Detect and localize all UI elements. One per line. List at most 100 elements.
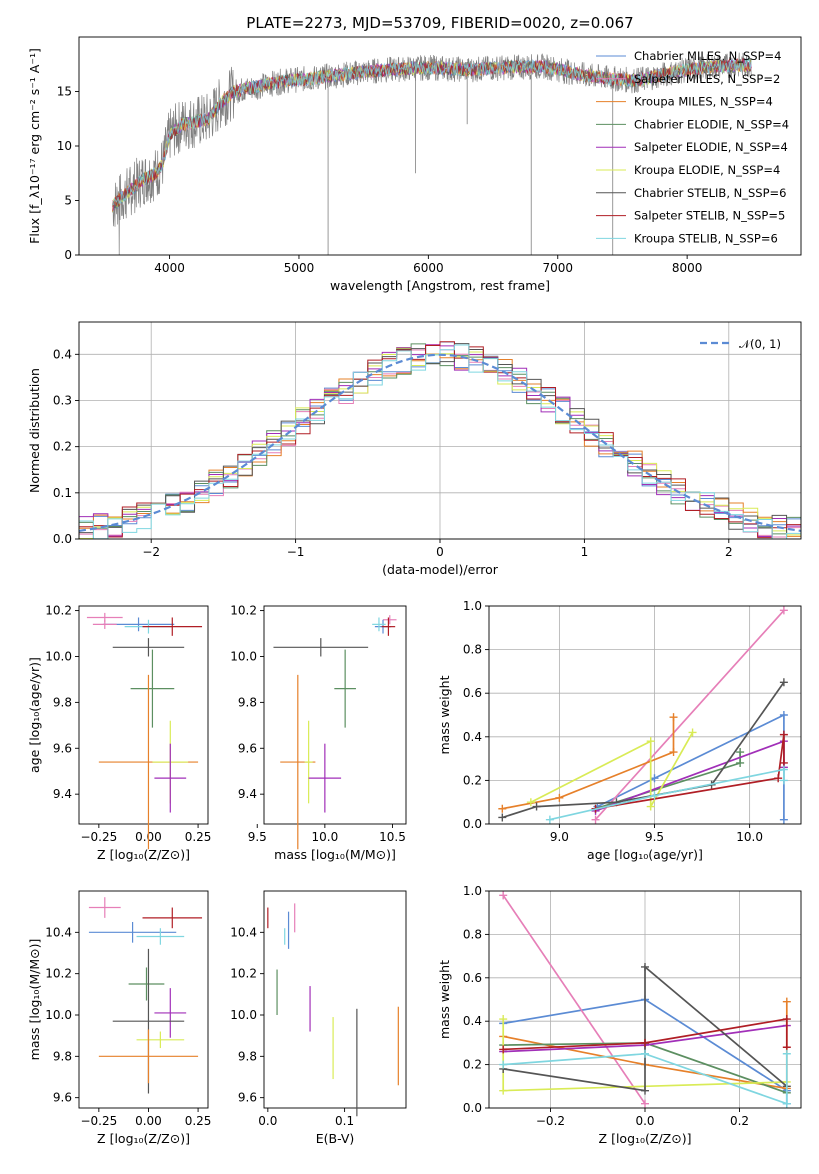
point-marker	[499, 1060, 508, 1069]
figure-title: PLATE=2273, MJD=53709, FIBERID=0020, z=0…	[246, 14, 633, 32]
x-tick-label: 0.00	[135, 1114, 162, 1128]
y-tick-label: 0.0	[463, 1101, 482, 1115]
legend-label: Salpeter ELODIE, N_SSP=4	[634, 140, 788, 154]
series-line	[503, 965, 788, 1092]
y-tick-label: 0.4	[463, 1014, 482, 1028]
x-tick-label: 0.2	[730, 1114, 749, 1128]
errorbar-point	[142, 907, 203, 929]
point-marker	[498, 813, 507, 822]
y-tick-label: 0.1	[53, 486, 72, 500]
y-tick-label: 10.0	[230, 1008, 257, 1022]
point-marker	[641, 1049, 649, 1058]
x-tick-label: 5000	[284, 261, 315, 275]
legend-label: Chabrier ELODIE, N_SSP=4	[634, 117, 789, 131]
y-tick-label: 0.4	[53, 347, 72, 361]
errorbar-point	[273, 638, 369, 657]
x-tick-label: 0	[436, 545, 444, 559]
point-marker	[545, 815, 554, 824]
y-tick-label: 10.2	[45, 967, 72, 981]
mass-vs-Z-axes	[75, 931, 199, 1112]
x-tick-label: 8000	[672, 261, 703, 275]
errorbar-point	[128, 967, 165, 1001]
x-tick-label: −0.25	[80, 1114, 117, 1128]
x-tick-label: 10.5	[379, 830, 406, 844]
y-axis-label: mass weight	[437, 960, 452, 1039]
legend-label: Chabrier STELIB, N_SSP=6	[634, 186, 786, 200]
massweight-vs-age-frame	[488, 605, 802, 825]
y-tick-label: 5	[64, 194, 72, 208]
y-tick-label: 10.2	[230, 967, 257, 981]
legend-label: Salpeter STELIB, N_SSP=5	[634, 209, 785, 223]
errorbar-point	[372, 617, 386, 632]
model-line	[112, 57, 752, 212]
legend-label: Chabrier MILES, N_SSP=4	[634, 49, 781, 63]
model-line	[112, 58, 752, 206]
point-marker	[736, 748, 745, 757]
y-axis-label: Flux [f_λ10⁻¹⁷ erg cm⁻² s⁻¹ A⁻¹]	[27, 48, 42, 244]
y-tick-label: 9.6	[53, 1091, 72, 1105]
errorbar-point	[112, 638, 185, 657]
series-line	[595, 734, 785, 810]
y-tick-label: 9.8	[238, 695, 257, 709]
errorbar-point	[88, 922, 177, 943]
y-axis-label: Normed distribution	[27, 368, 42, 493]
mass-vs-EBV-axes	[260, 931, 346, 1112]
point-marker	[779, 776, 788, 785]
series-line	[530, 731, 694, 810]
y-tick-label: 0.8	[463, 927, 482, 941]
histogram-step	[79, 341, 801, 539]
errorbar-point	[154, 743, 187, 813]
point-marker	[499, 1015, 508, 1024]
y-tick-label: 1.0	[463, 884, 482, 898]
y-tick-label: 9.4	[238, 787, 257, 801]
errorbar-point	[383, 615, 397, 625]
y-tick-label: 0.0	[463, 817, 482, 831]
y-tick-label: 0.6	[463, 686, 482, 700]
point-marker	[499, 1045, 508, 1054]
point-marker	[779, 815, 788, 824]
point-marker	[499, 891, 508, 900]
x-tick-label: 0.1	[335, 1114, 354, 1128]
spectrum-axes	[75, 91, 688, 259]
x-tick-label: 9.0	[550, 830, 569, 844]
y-tick-label: 10	[57, 139, 72, 153]
age-vs-mass-frame	[263, 605, 407, 825]
mass-vs-Z-frame	[78, 890, 209, 1109]
y-tick-label: 10.0	[230, 649, 257, 663]
legend-label: 𝒩(0, 1)	[739, 337, 781, 351]
point-marker	[779, 730, 788, 739]
point-marker	[646, 802, 655, 811]
massweight-vs-Z-frame	[488, 890, 802, 1109]
x-tick-label: −2	[142, 545, 160, 559]
y-tick-label: 10.2	[230, 604, 257, 618]
point-marker	[591, 815, 600, 824]
point-marker	[641, 1038, 649, 1047]
x-tick-label: 10.0	[311, 830, 338, 844]
y-tick-label: 9.6	[238, 741, 257, 755]
x-tick-label: −0.25	[80, 830, 117, 844]
series-line	[549, 768, 785, 821]
point-marker	[688, 728, 697, 737]
y-tick-label: 0.2	[463, 1058, 482, 1072]
point-marker	[555, 793, 564, 802]
point-marker	[641, 962, 649, 971]
series-line	[502, 894, 646, 1105]
point-marker	[641, 1086, 649, 1095]
residuals-frame	[78, 321, 802, 540]
x-axis-label: wavelength [Angstrom, rest frame]	[330, 278, 550, 293]
y-tick-label: 10.2	[45, 604, 72, 618]
y-axis-label: mass [log₁₀(M/M⊙)]	[27, 939, 42, 1061]
point-marker	[498, 804, 507, 813]
point-marker	[526, 798, 535, 807]
x-axis-label: E(B-V)	[316, 1131, 355, 1146]
y-tick-label: 9.4	[53, 787, 72, 801]
y-tick-label: 0.8	[463, 643, 482, 657]
normal-curve	[78, 353, 802, 532]
histogram-step	[79, 344, 801, 539]
point-marker	[782, 1099, 791, 1108]
point-marker	[641, 1099, 649, 1108]
errorbar-point	[98, 1029, 199, 1084]
point-marker	[650, 774, 659, 783]
y-tick-label: 0.2	[53, 440, 72, 454]
y-tick-label: 9.8	[238, 1049, 257, 1063]
